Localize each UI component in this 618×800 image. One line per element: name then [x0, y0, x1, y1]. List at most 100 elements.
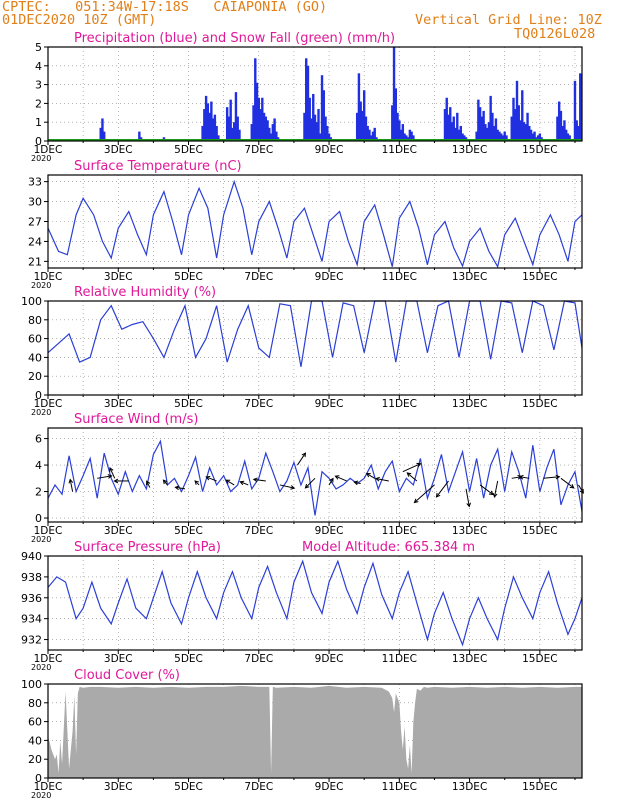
wind-arrow-head	[301, 452, 307, 458]
panel-title: Precipitation (blue) and Snow Fall (gree…	[74, 31, 395, 46]
y-tick-label: 80	[28, 314, 42, 327]
x-tick-label: 1DEC	[34, 271, 63, 283]
wind-arrow-shaft	[297, 452, 306, 466]
panel-frame	[47, 300, 583, 396]
panel-frame	[47, 683, 583, 779]
precip-bar	[459, 125, 462, 141]
precip-bar	[312, 94, 315, 141]
precip-bar	[396, 112, 399, 141]
y-tick-label: 936	[21, 592, 42, 605]
precip-bar	[492, 125, 496, 141]
y-tick-label: 0	[35, 512, 42, 525]
precip-bar	[271, 124, 275, 141]
wind-arrow-shaft	[206, 476, 217, 482]
precip-bar	[398, 120, 401, 141]
y-tick-label: 0	[35, 389, 42, 402]
precip-bar	[306, 65, 310, 141]
wind-arrow-shaft	[375, 478, 389, 482]
precip-bar	[327, 133, 331, 141]
precip-bar	[357, 73, 361, 141]
panel-frame	[47, 46, 583, 142]
wind-arrow-head	[413, 498, 419, 504]
precip-bar	[257, 97, 260, 141]
x-tick-label: 11DEC	[382, 144, 417, 156]
x-tick-label: 1DEC	[34, 144, 63, 156]
y-tick-label: 60	[28, 333, 42, 346]
y-tick-label: 2	[35, 486, 42, 499]
x-tick-label: 1DEC	[34, 653, 63, 665]
precip-bar	[319, 133, 322, 141]
wind-arrow	[304, 477, 316, 489]
wind-arrow-shaft	[69, 479, 74, 492]
precip-bar	[234, 92, 238, 141]
precip-bar	[262, 112, 266, 141]
precip-bar	[206, 103, 210, 141]
precip-bar	[215, 125, 218, 141]
wind-arrow-shaft	[436, 480, 449, 498]
panel-title: Cloud Cover (%)	[74, 668, 180, 683]
precip-bar	[477, 99, 480, 141]
precip-bar	[361, 110, 364, 141]
precip-bar	[268, 127, 271, 141]
wind-arrow-head	[353, 480, 359, 486]
wind-arrow-shaft	[354, 481, 361, 485]
precip-bar	[310, 118, 313, 141]
precip-bar	[536, 135, 540, 141]
precip-bar	[491, 112, 494, 141]
wind-arrow-head	[107, 474, 113, 479]
precip-bar	[503, 131, 506, 141]
precip-bar	[499, 133, 503, 141]
precip-bar	[103, 131, 106, 141]
precip-bar	[266, 120, 269, 141]
precip-bar	[510, 116, 513, 141]
wind-arrow	[279, 484, 296, 490]
y-tick-label: 940	[21, 550, 42, 563]
wind-arrow-head	[239, 480, 245, 486]
precip-bar	[538, 133, 542, 141]
precip-bar	[322, 90, 325, 141]
y-tick-label: 932	[21, 634, 42, 647]
precip-bar	[454, 127, 457, 141]
precip-bar	[355, 112, 359, 141]
wind-arrow-shaft	[543, 476, 560, 479]
precip-bar	[457, 129, 461, 141]
x-tick-label: 15DEC	[522, 525, 557, 537]
x-tick-label: 13DEC	[452, 525, 487, 537]
precip-bar	[563, 120, 566, 141]
precip-bar	[250, 124, 253, 141]
precip-bar	[204, 95, 208, 141]
x-tick-label: 5DEC	[174, 525, 203, 537]
x-tick-label: 15DEC	[522, 144, 557, 156]
y-tick-label: 100	[21, 295, 42, 308]
y-tick-label: 27	[28, 216, 42, 229]
precip-bar	[501, 135, 505, 141]
precip-bar	[225, 107, 229, 141]
wind-arrow-head	[518, 474, 524, 480]
precip-bar	[561, 125, 564, 141]
wind-arrow	[374, 476, 389, 482]
precip-bar	[564, 129, 568, 141]
precip-bar	[524, 124, 527, 141]
x-tick-label: 3DEC	[104, 653, 133, 665]
precip-bar	[566, 133, 570, 141]
wind-arrow-shaft	[175, 486, 186, 490]
wind-arrow-shaft	[406, 472, 418, 482]
x-year-label: 2020	[31, 154, 51, 163]
wind-arrow-shaft	[414, 484, 435, 503]
y-tick-label: 40	[28, 351, 42, 364]
precip-bar	[515, 80, 519, 141]
precip-bar	[208, 112, 211, 141]
wind-arrow-head	[406, 472, 412, 477]
y-tick-label: 80	[28, 697, 42, 710]
wind-arrow-shaft	[109, 467, 116, 479]
press-line	[47, 559, 583, 647]
wind-arrow	[205, 475, 217, 482]
precip-bar	[320, 75, 324, 141]
x-tick-label: 7DEC	[244, 525, 273, 537]
wind-arrow-head	[194, 480, 200, 485]
panel-frame	[47, 427, 583, 523]
wind-arrow-head	[329, 477, 334, 483]
forecast-date: 01DEC2020 10Z (GMT)	[2, 12, 157, 28]
precip-bar	[494, 118, 498, 141]
